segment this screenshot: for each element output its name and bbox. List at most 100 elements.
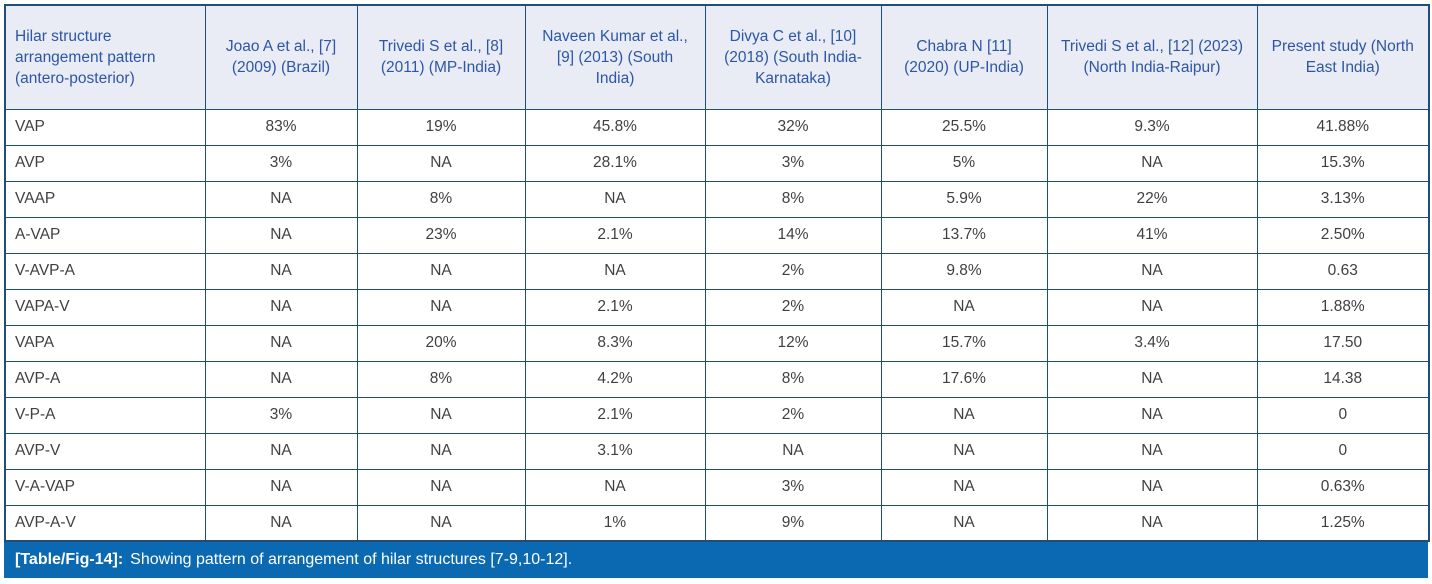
value-cell: 1% xyxy=(524,504,706,542)
value-cell: 15.7% xyxy=(880,324,1048,362)
header-cell-trivedi-2011: Trivedi S et al., [8] (2011) (MP-India) xyxy=(356,4,526,110)
pattern-cell: AVP-A xyxy=(4,360,206,398)
value-cell: 5% xyxy=(880,144,1048,182)
value-cell: 12% xyxy=(704,324,882,362)
value-cell: NA xyxy=(880,504,1048,542)
value-cell: 2% xyxy=(704,396,882,434)
table-row: AVP-A-V NA NA 1% 9% NA NA 1.25% xyxy=(4,504,1430,542)
value-cell: 2.1% xyxy=(524,396,706,434)
table-row: V-A-VAP NA NA NA 3% NA NA 0.63% xyxy=(4,468,1430,506)
value-cell: 9.8% xyxy=(880,252,1048,290)
value-cell: 3% xyxy=(704,468,882,506)
table-row: VAPA NA 20% 8.3% 12% 15.7% 3.4% 17.50 xyxy=(4,324,1430,362)
value-cell: 0.63 xyxy=(1256,252,1430,290)
value-cell: NA xyxy=(204,468,358,506)
value-cell: 41.88% xyxy=(1256,108,1430,146)
value-cell: 2.50% xyxy=(1256,216,1430,254)
table-row: VAP 83% 19% 45.8% 32% 25.5% 9.3% 41.88% xyxy=(4,108,1430,146)
table-row: V-P-A 3% NA 2.1% 2% NA NA 0 xyxy=(4,396,1430,434)
value-cell: 22% xyxy=(1046,180,1258,218)
value-cell: 0 xyxy=(1256,432,1430,470)
pattern-cell: A-VAP xyxy=(4,216,206,254)
value-cell: 3.13% xyxy=(1256,180,1430,218)
value-cell: NA xyxy=(204,288,358,326)
header-cell-naveen: Naveen Kumar et al., [9] (2013) (South I… xyxy=(524,4,706,110)
value-cell: NA xyxy=(1046,468,1258,506)
header-cell-pattern: Hilar structure arrangement pattern (ant… xyxy=(4,4,206,110)
value-cell: 19% xyxy=(356,108,526,146)
value-cell: NA xyxy=(1046,396,1258,434)
value-cell: 0 xyxy=(1256,396,1430,434)
header-cell-divya: Divya C et al., [10] (2018) (South India… xyxy=(704,4,882,110)
table-row: V-AVP-A NA NA NA 2% 9.8% NA 0.63 xyxy=(4,252,1430,290)
value-cell: 8% xyxy=(356,180,526,218)
table-body: VAP 83% 19% 45.8% 32% 25.5% 9.3% 41.88% AVP 3% NA 2… xyxy=(4,108,1430,542)
value-cell: 2% xyxy=(704,288,882,326)
value-cell: NA xyxy=(204,216,358,254)
caption-text: Showing pattern of arrangement of hilar … xyxy=(130,551,573,568)
value-cell: 28.1% xyxy=(524,144,706,182)
value-cell: NA xyxy=(356,468,526,506)
value-cell: 32% xyxy=(704,108,882,146)
value-cell: 8% xyxy=(704,360,882,398)
table-row: AVP-A NA 8% 4.2% 8% 17.6% NA 14.38 xyxy=(4,360,1430,398)
pattern-cell: VAAP xyxy=(4,180,206,218)
value-cell: 23% xyxy=(356,216,526,254)
table-row: A-VAP NA 23% 2.1% 14% 13.7% 41% 2.50% xyxy=(4,216,1430,254)
value-cell: NA xyxy=(1046,360,1258,398)
header-cell-chabra: Chabra N [11] (2020) (UP-India) xyxy=(880,4,1048,110)
value-cell: 17.50 xyxy=(1256,324,1430,362)
table-row: AVP-V NA NA 3.1% NA NA NA 0 xyxy=(4,432,1430,470)
value-cell: 8% xyxy=(356,360,526,398)
value-cell: NA xyxy=(1046,144,1258,182)
value-cell: NA xyxy=(356,144,526,182)
pattern-cell: AVP-V xyxy=(4,432,206,470)
value-cell: 14% xyxy=(704,216,882,254)
value-cell: 25.5% xyxy=(880,108,1048,146)
value-cell: NA xyxy=(524,468,706,506)
value-cell: 3% xyxy=(704,144,882,182)
value-cell: NA xyxy=(524,180,706,218)
value-cell: NA xyxy=(356,288,526,326)
caption-label: [Table/Fig-14]: xyxy=(15,551,124,568)
value-cell: 3% xyxy=(204,144,358,182)
value-cell: NA xyxy=(204,180,358,218)
value-cell: 8.3% xyxy=(524,324,706,362)
value-cell: 2.1% xyxy=(524,288,706,326)
value-cell: 5.9% xyxy=(880,180,1048,218)
header-cell-joao: Joao A et al., [7] (2009) (Brazil) xyxy=(204,4,358,110)
value-cell: NA xyxy=(204,504,358,542)
value-cell: 41% xyxy=(1046,216,1258,254)
value-cell: 45.8% xyxy=(524,108,706,146)
value-cell: 1.88% xyxy=(1256,288,1430,326)
value-cell: NA xyxy=(204,324,358,362)
value-cell: NA xyxy=(356,396,526,434)
value-cell: NA xyxy=(356,252,526,290)
value-cell: NA xyxy=(1046,432,1258,470)
value-cell: NA xyxy=(880,396,1048,434)
value-cell: 1.25% xyxy=(1256,504,1430,542)
value-cell: NA xyxy=(880,432,1048,470)
value-cell: NA xyxy=(1046,288,1258,326)
value-cell: NA xyxy=(204,360,358,398)
pattern-cell: AVP xyxy=(4,144,206,182)
header-cell-present-study: Present study (North East India) xyxy=(1256,4,1430,110)
value-cell: NA xyxy=(880,468,1048,506)
value-cell: 14.38 xyxy=(1256,360,1430,398)
header-cell-trivedi-2023: Trivedi S et al., [12] (2023) (North Ind… xyxy=(1046,4,1258,110)
value-cell: NA xyxy=(1046,252,1258,290)
pattern-cell: V-P-A xyxy=(4,396,206,434)
value-cell: NA xyxy=(704,432,882,470)
table-caption: [Table/Fig-14]: Showing pattern of arran… xyxy=(4,542,1428,578)
value-cell: 0.63% xyxy=(1256,468,1430,506)
value-cell: 4.2% xyxy=(524,360,706,398)
pattern-cell: AVP-A-V xyxy=(4,504,206,542)
value-cell: 3.1% xyxy=(524,432,706,470)
header-row: Hilar structure arrangement pattern (ant… xyxy=(4,4,1430,110)
value-cell: 9.3% xyxy=(1046,108,1258,146)
value-cell: 2.1% xyxy=(524,216,706,254)
value-cell: NA xyxy=(1046,504,1258,542)
value-cell: 3.4% xyxy=(1046,324,1258,362)
value-cell: NA xyxy=(524,252,706,290)
